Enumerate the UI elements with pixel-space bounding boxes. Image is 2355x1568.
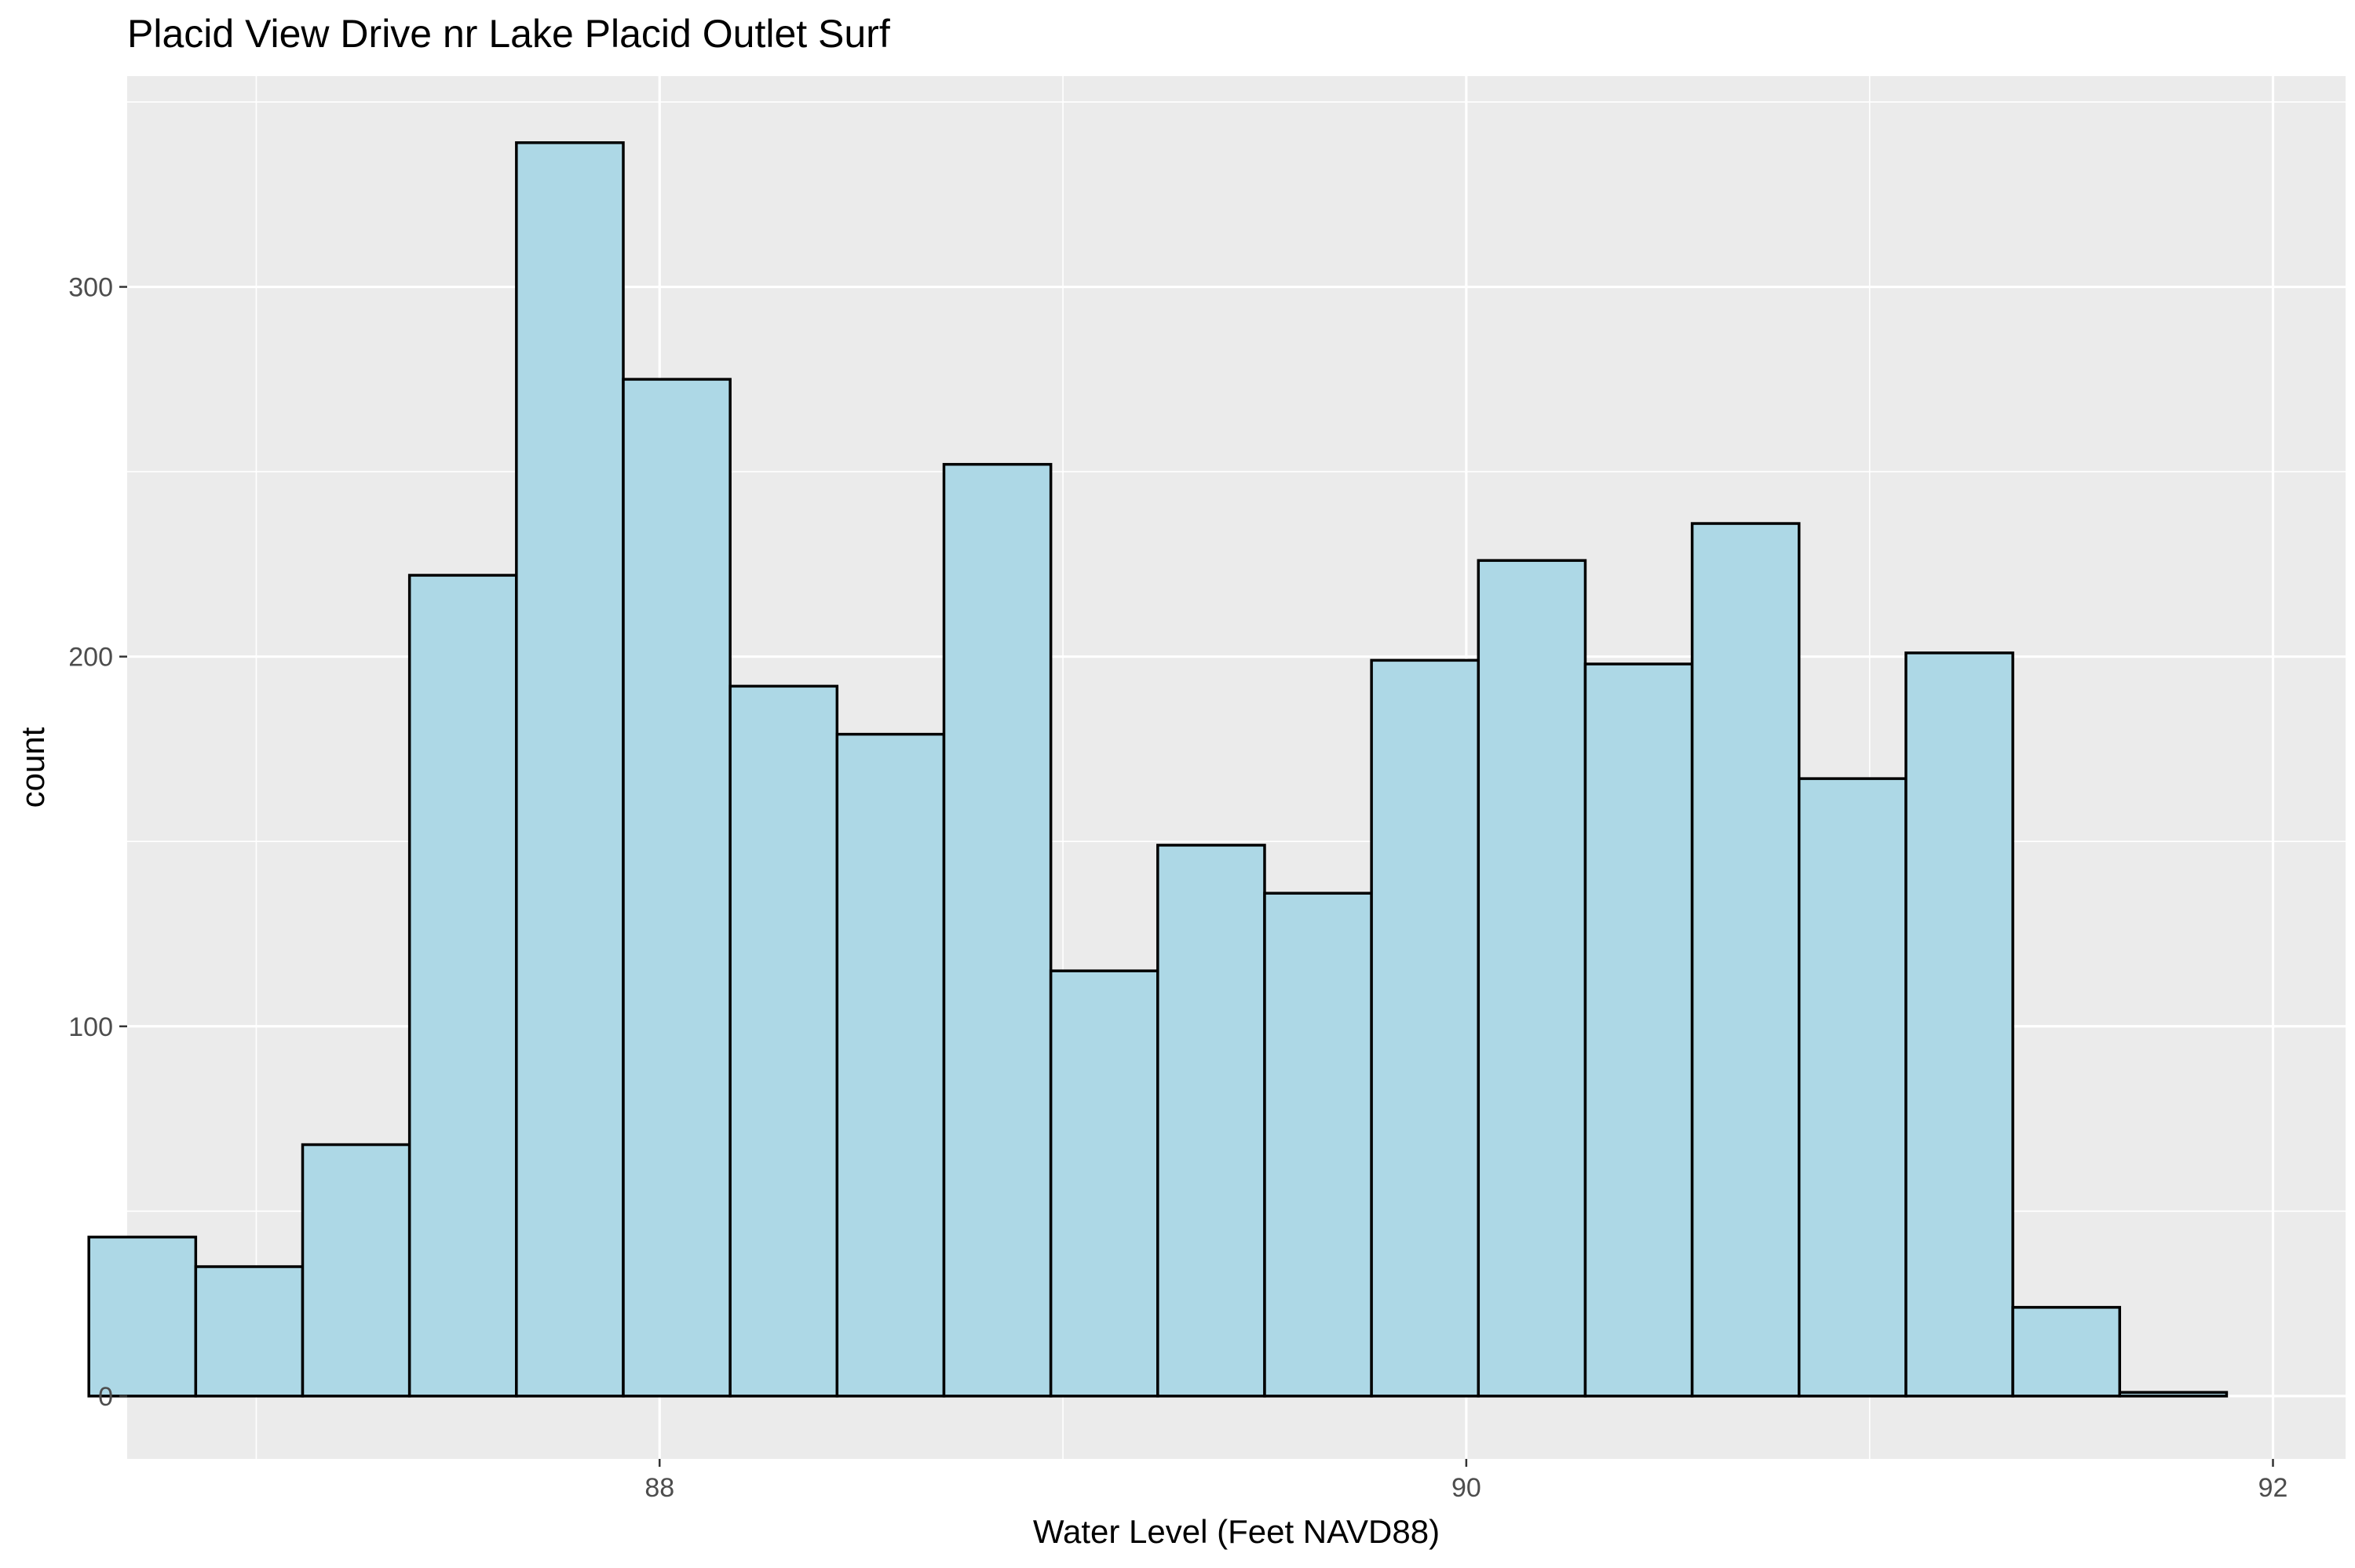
y-tick-label: 200 [68,643,113,673]
y-axis: 0 100 200 300 [68,273,127,1412]
y-tick-label: 0 [98,1382,113,1412]
histogram-bar [1049,969,1159,1398]
histogram-bar [301,1143,411,1398]
x-axis-title: Water Level (Feet NAVD88) [1033,1513,1440,1550]
histogram-bar [1477,559,1587,1398]
histogram-bar [1690,522,1801,1398]
histogram-bar [622,377,732,1398]
histogram-bar [515,141,625,1398]
y-tick-label: 100 [68,1012,113,1042]
histogram-bar [2011,1306,2122,1398]
x-axis: 88 90 92 [644,1459,2287,1503]
histogram-bar [1904,651,2014,1398]
histogram-bar [2118,1391,2229,1398]
histogram-bar [942,462,1053,1398]
histogram-bar [87,1235,198,1398]
histogram-bar [1370,658,1481,1398]
x-tick-label: 92 [2258,1473,2288,1503]
histogram-bar [1583,662,1694,1398]
histogram-bar [194,1265,305,1398]
chart-title: Placid View Drive nr Lake Placid Outlet … [127,12,890,56]
histogram-bar [1156,844,1266,1398]
histogram-bar [1263,892,1373,1398]
histogram-bar [1798,777,1908,1398]
y-axis-title: count [14,727,51,808]
x-tick-label: 88 [644,1473,674,1503]
bars [87,141,2229,1398]
x-tick-label: 90 [1451,1473,1481,1503]
histogram-bar [407,574,518,1398]
y-tick-label: 300 [68,273,113,303]
histogram-bar [835,732,946,1398]
histogram-bar [728,684,839,1398]
